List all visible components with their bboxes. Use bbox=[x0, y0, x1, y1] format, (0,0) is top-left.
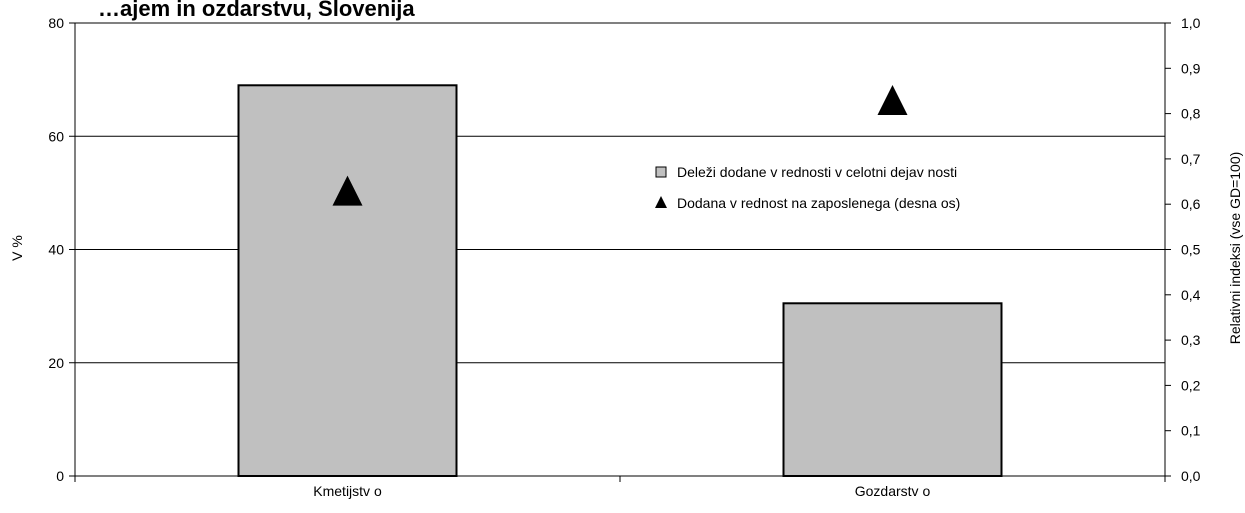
right-tick-labels: 0,0 0,1 0,2 0,3 0,4 0,5 0,6 0,7 0,8 0,9 1,0 bbox=[1181, 15, 1201, 484]
legend: Deleži dodane v rednosti v celotni dejav… bbox=[655, 164, 960, 211]
left-tick-labels: 0 20 40 60 80 bbox=[48, 15, 64, 484]
chart-title: …ajem in ozdarstvu, Slovenija bbox=[98, 0, 415, 21]
marker-series bbox=[332, 85, 908, 206]
right-tick-label: 0,5 bbox=[1181, 242, 1201, 258]
right-tick-label: 0,3 bbox=[1181, 332, 1201, 348]
right-tick-label: 1,0 bbox=[1181, 15, 1201, 31]
left-tick-label: 20 bbox=[48, 355, 64, 371]
right-tick-label: 0,4 bbox=[1181, 287, 1201, 303]
legend-bar-label: Deleži dodane v rednosti v celotni dejav… bbox=[677, 164, 957, 180]
left-tick-label: 80 bbox=[48, 15, 64, 31]
right-tick-label: 0,8 bbox=[1181, 106, 1201, 122]
legend-triangle-swatch bbox=[655, 196, 667, 208]
y2-axis-title: Relativni indeksi (vse GD=100) bbox=[1227, 152, 1243, 345]
legend-bar-swatch bbox=[655, 166, 667, 178]
bar-series bbox=[237, 84, 1003, 478]
bar bbox=[237, 84, 458, 477]
right-tick-label: 0,9 bbox=[1181, 60, 1201, 76]
right-tick-label: 0,0 bbox=[1181, 468, 1201, 484]
legend-triangle-label: Dodana v rednost na zaposlenega (desna o… bbox=[677, 195, 960, 211]
right-tick-label: 0,2 bbox=[1181, 377, 1201, 393]
left-tick-label: 0 bbox=[56, 468, 64, 484]
right-tick-label: 0,1 bbox=[1181, 423, 1201, 439]
category-label: Kmetijstv o bbox=[313, 483, 382, 499]
triangle-marker bbox=[877, 85, 908, 116]
left-tick-label: 40 bbox=[48, 242, 64, 258]
y-axis-title: V % bbox=[9, 235, 25, 261]
bar bbox=[782, 302, 1003, 478]
category-labels: Kmetijstv o Gozdarstv o bbox=[313, 483, 930, 499]
left-tick-label: 60 bbox=[48, 128, 64, 144]
axes bbox=[69, 22, 1171, 482]
triangle-marker bbox=[332, 175, 363, 206]
right-tick-label: 0,7 bbox=[1181, 151, 1201, 167]
right-tick-label: 0,6 bbox=[1181, 196, 1201, 212]
category-label: Gozdarstv o bbox=[855, 483, 931, 499]
